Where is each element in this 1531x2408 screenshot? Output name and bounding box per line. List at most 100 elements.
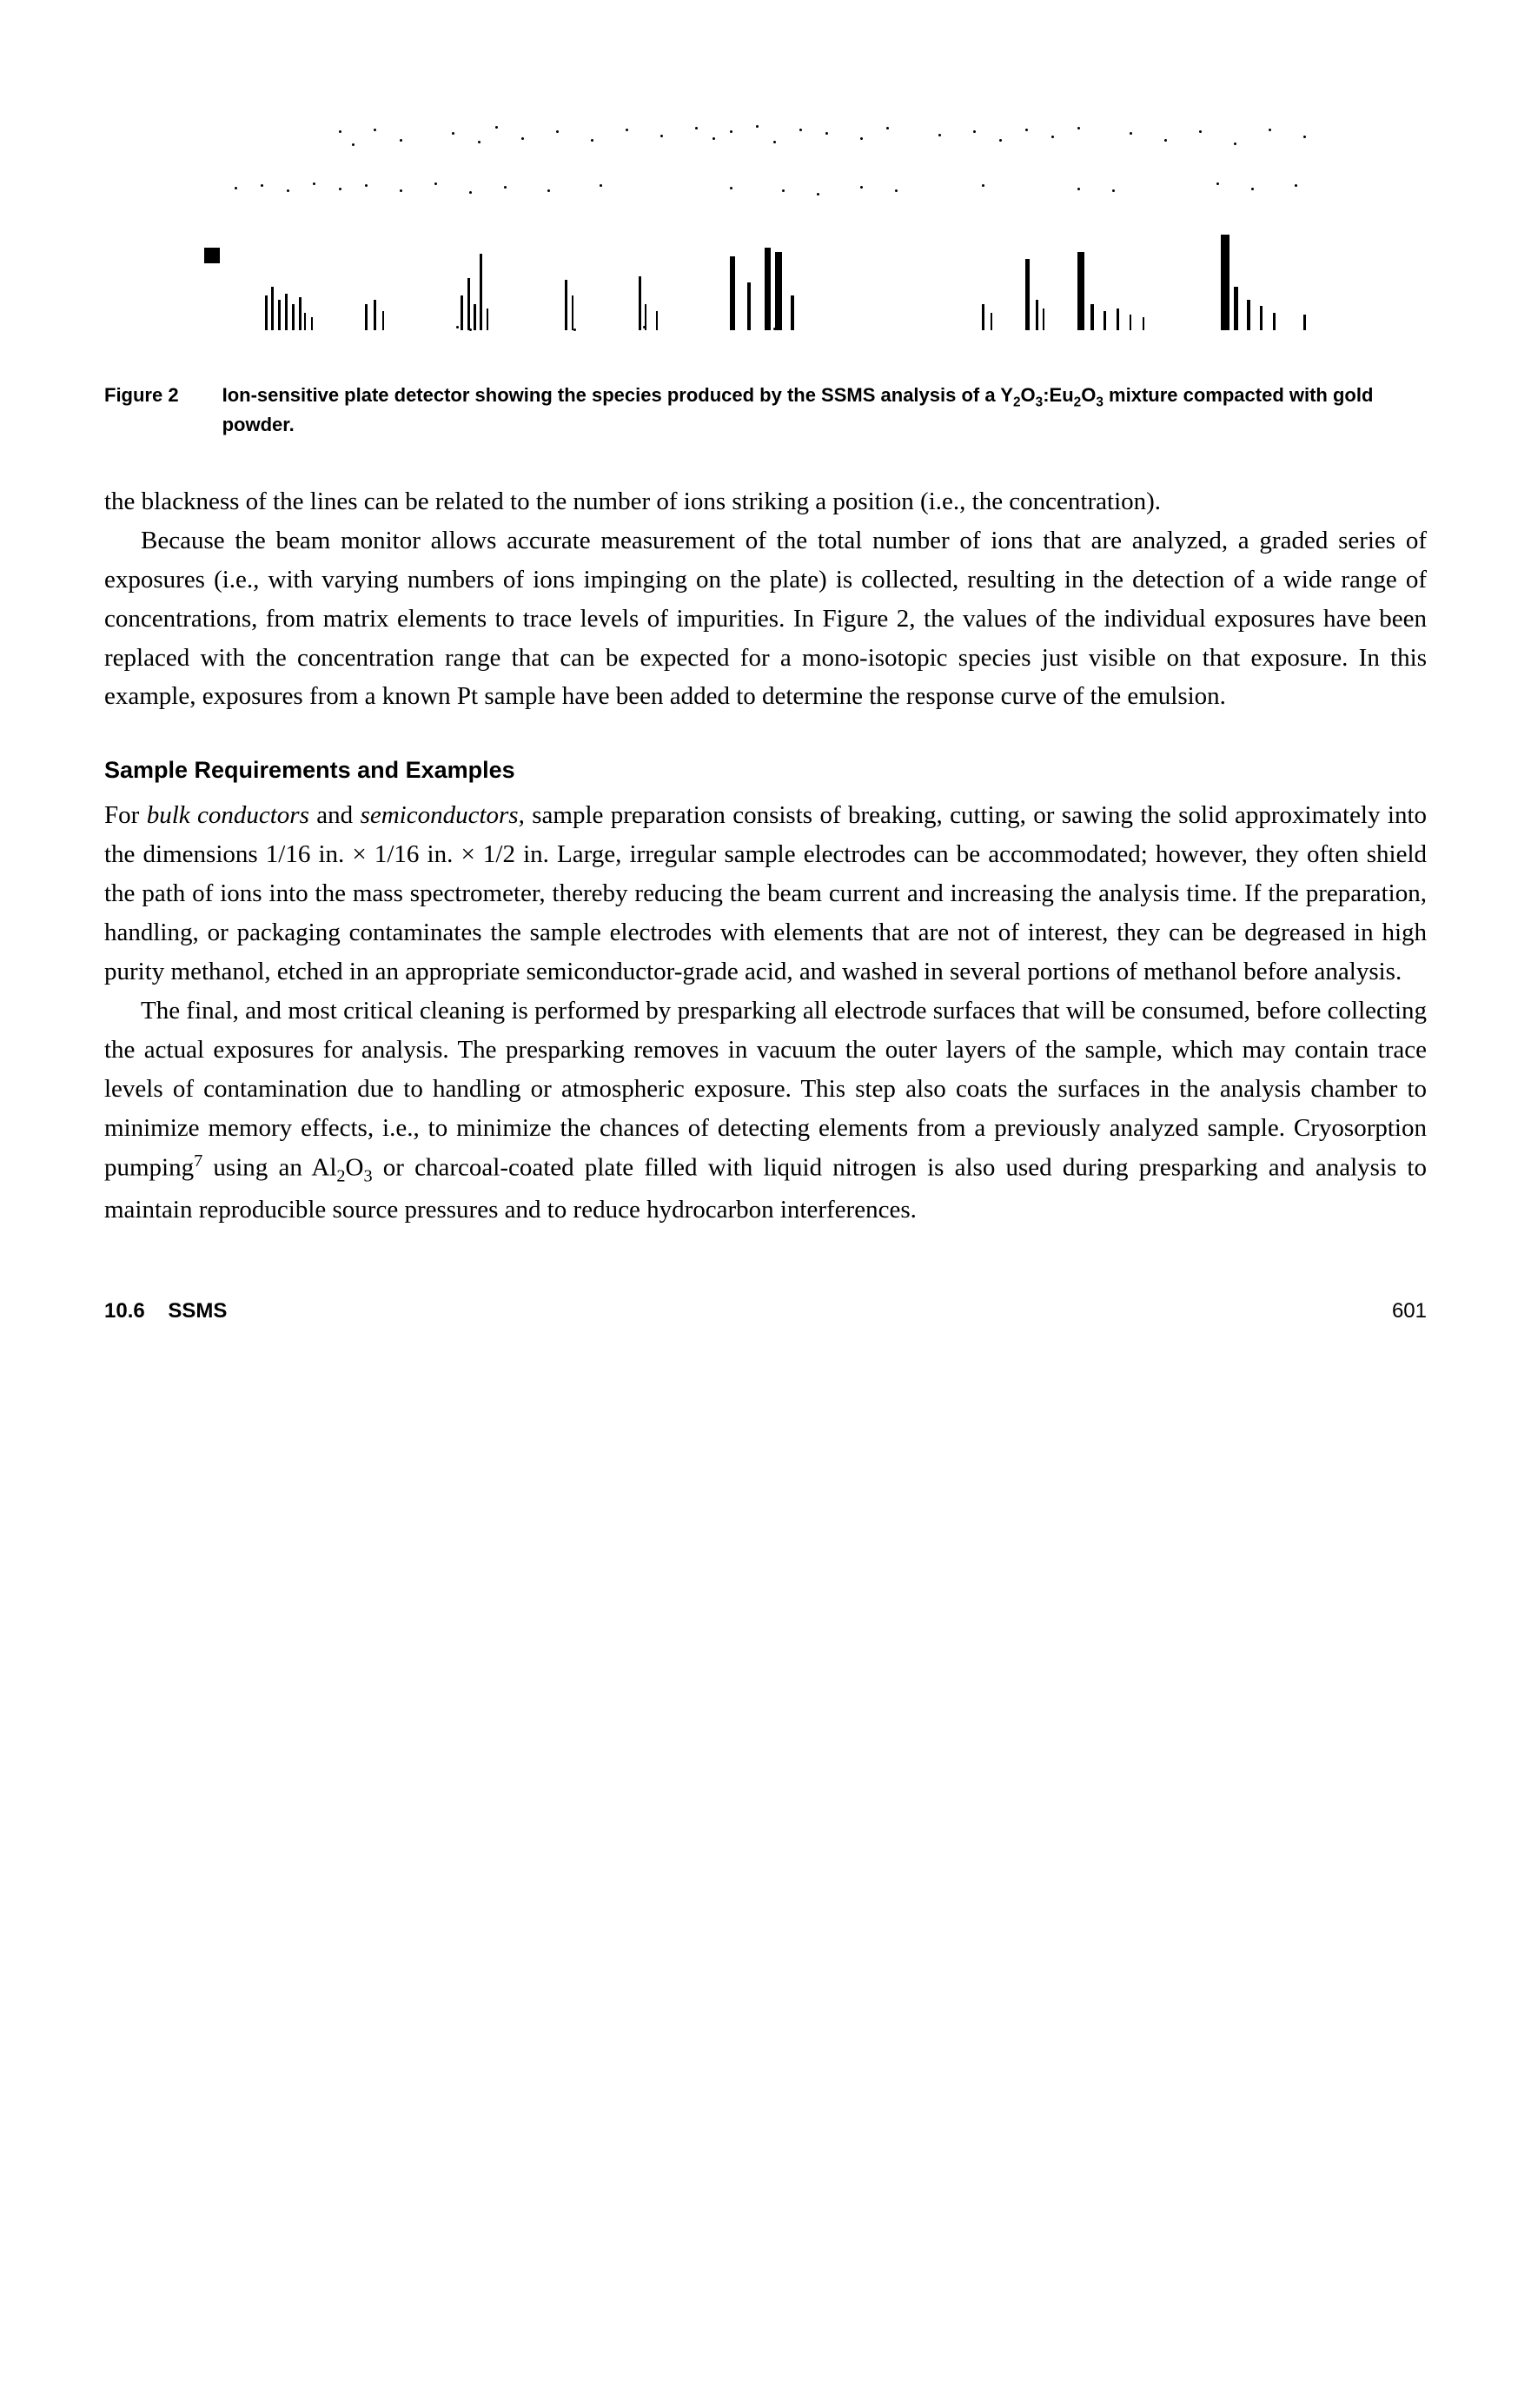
spectral-dot xyxy=(1051,136,1054,138)
figure-container: Figure 2 Ion-sensitive plate detector sh… xyxy=(104,87,1427,439)
spectral-dot xyxy=(434,182,437,185)
spectral-peak xyxy=(1090,304,1094,330)
spectral-dot xyxy=(1216,182,1219,185)
spectral-dot xyxy=(895,189,898,192)
spectral-dot xyxy=(547,189,550,192)
body-text: the blackness of the lines can be relate… xyxy=(104,482,1427,1230)
spectral-peak xyxy=(1247,300,1250,330)
spectral-peak xyxy=(1130,315,1131,330)
spectral-peak xyxy=(982,304,984,330)
footer: 10.6 SSMS 601 xyxy=(104,1299,1427,1323)
spectral-peak xyxy=(474,304,476,330)
figure-caption-text: Ion-sensitive plate detector showing the… xyxy=(222,382,1427,439)
spectral-peak xyxy=(1273,313,1276,330)
spectral-peak xyxy=(1077,252,1084,330)
spectral-dot xyxy=(556,130,559,133)
spectral-dot xyxy=(712,137,715,140)
spectral-dot xyxy=(365,184,368,187)
spectral-peak xyxy=(1104,311,1106,330)
spectral-peak xyxy=(1025,259,1030,330)
spectral-peak xyxy=(311,317,313,330)
spectral-band-2 xyxy=(104,174,1427,204)
spectral-peak xyxy=(1043,308,1044,330)
spectral-dot xyxy=(521,137,524,140)
spectral-peak xyxy=(382,311,384,330)
footer-page: 601 xyxy=(1392,1299,1427,1323)
spectral-dot xyxy=(400,139,402,142)
spectral-dot xyxy=(1199,130,1202,133)
spectral-dot xyxy=(600,184,602,187)
spectral-peak xyxy=(1234,287,1238,330)
paragraph-2: Because the beam monitor allows accurate… xyxy=(104,521,1427,717)
spectral-dot xyxy=(1303,136,1306,138)
spectral-dot xyxy=(339,130,341,133)
spectral-peak xyxy=(292,304,295,330)
spectral-peak xyxy=(304,313,306,330)
spectral-dot xyxy=(660,135,663,137)
spectral-peak xyxy=(565,280,567,330)
spectral-dot xyxy=(1077,188,1080,190)
spectral-dot xyxy=(1025,129,1028,131)
spectral-peak xyxy=(374,300,376,330)
spectral-peak xyxy=(467,278,470,330)
spectral-peak xyxy=(487,308,488,330)
paragraph-4: The final, and most critical cleaning is… xyxy=(104,992,1427,1230)
spectral-peak xyxy=(271,287,274,330)
spectral-dot xyxy=(886,127,889,129)
spectral-dot xyxy=(695,127,698,129)
spectral-dot xyxy=(313,182,315,185)
spectral-dot xyxy=(495,126,498,129)
spectral-dot xyxy=(825,132,828,135)
spectral-dot xyxy=(1234,143,1236,145)
spectral-peak xyxy=(278,300,281,330)
spectral-band-3 xyxy=(104,226,1427,330)
spectral-dot xyxy=(261,184,263,187)
spectral-peak xyxy=(265,295,268,330)
spectral-dot xyxy=(982,184,984,187)
spectral-dot xyxy=(643,326,646,328)
spectral-dot xyxy=(1130,132,1132,135)
spectral-dot xyxy=(478,141,481,143)
spectral-dot xyxy=(573,328,576,331)
spectral-peak xyxy=(572,295,573,330)
spectral-dot xyxy=(773,328,776,330)
spectral-dot xyxy=(235,187,237,189)
spectral-dot xyxy=(287,189,289,192)
spectral-dot xyxy=(730,187,732,189)
spectral-dot xyxy=(756,125,759,128)
spectral-dot xyxy=(938,134,941,136)
spectral-dot xyxy=(1077,127,1080,129)
spectral-dot xyxy=(1112,189,1115,192)
spectral-dot xyxy=(1295,184,1297,187)
footer-title: SSMS xyxy=(168,1299,227,1323)
spectral-peak xyxy=(285,294,288,330)
spectral-peak xyxy=(365,304,368,330)
spectral-dot xyxy=(860,186,863,189)
figure-caption: Figure 2 Ion-sensitive plate detector sh… xyxy=(104,382,1427,439)
spectral-dot xyxy=(817,193,819,196)
spectral-peak xyxy=(1260,306,1263,330)
spectral-dot xyxy=(860,137,863,140)
spectral-dot xyxy=(591,139,593,142)
spectral-peak xyxy=(791,295,794,330)
paragraph-1: the blackness of the lines can be relate… xyxy=(104,482,1427,521)
figure-image xyxy=(104,87,1427,365)
spectral-dot xyxy=(1269,129,1271,131)
spectral-dot xyxy=(565,326,567,328)
spectral-peak xyxy=(1303,315,1306,330)
spectral-peak xyxy=(639,276,641,330)
section-heading: Sample Requirements and Examples xyxy=(104,753,1427,789)
spectral-dot xyxy=(626,129,628,131)
spectral-peak xyxy=(1036,300,1038,330)
spectral-dot xyxy=(799,129,802,131)
spectral-dot xyxy=(773,141,776,143)
spectral-dot xyxy=(504,186,507,189)
footer-left: 10.6 SSMS xyxy=(104,1299,227,1323)
spectral-peak xyxy=(656,311,658,330)
spectral-dot xyxy=(973,130,976,133)
spectral-band-1 xyxy=(104,122,1427,156)
spectral-dot xyxy=(730,130,732,133)
spectral-dot xyxy=(400,189,402,192)
spectral-dot xyxy=(374,129,376,131)
spectral-dot xyxy=(1251,188,1254,190)
